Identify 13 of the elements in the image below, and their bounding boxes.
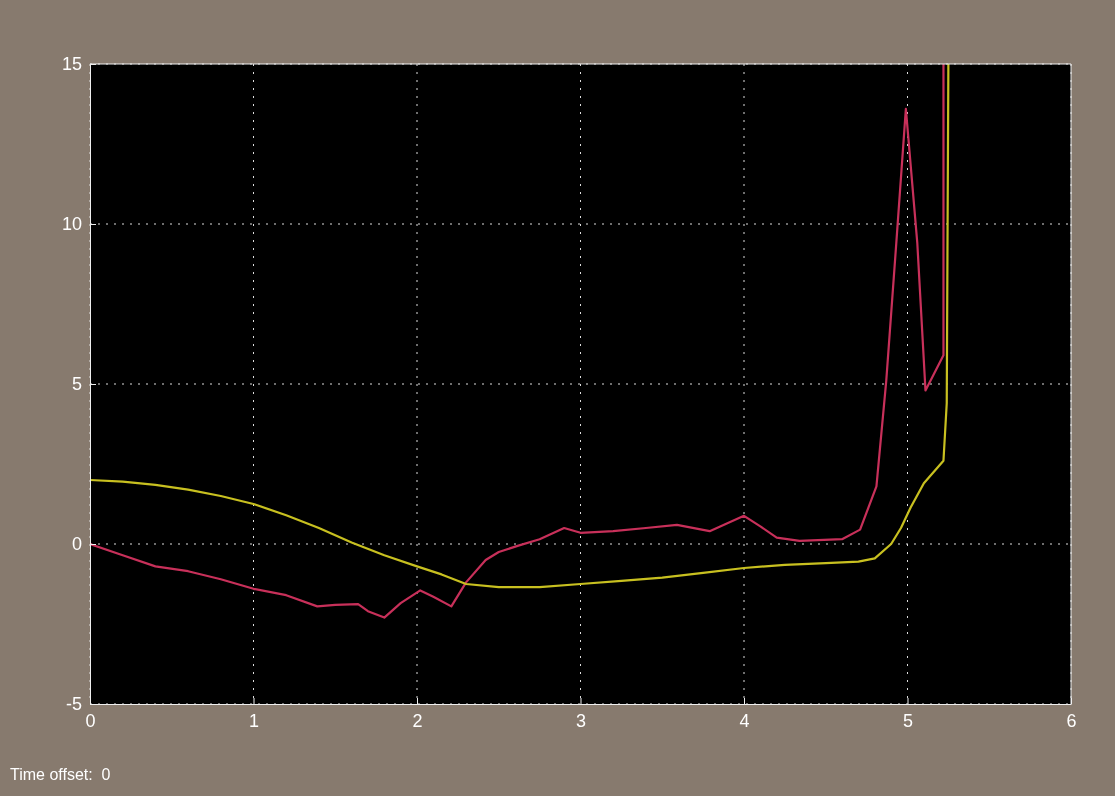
y-tick-label: 5 [71,374,82,395]
y-tick-label: 0 [71,534,82,555]
x-tick-label: 4 [739,710,750,731]
y-tick-label: -5 [65,694,82,715]
text: Time offset: 0 [10,766,111,783]
x-tick-label: 0 [85,710,96,731]
y-tick-label: 10 [61,214,82,235]
x-tick-label: 6 [1066,710,1077,731]
x-tick-label: 3 [575,710,587,731]
x-tick-label: 1 [248,710,260,731]
y-tick-label: 15 [61,54,82,75]
x-tick-label: 5 [902,710,914,731]
x-tick-label: 2 [412,710,423,731]
